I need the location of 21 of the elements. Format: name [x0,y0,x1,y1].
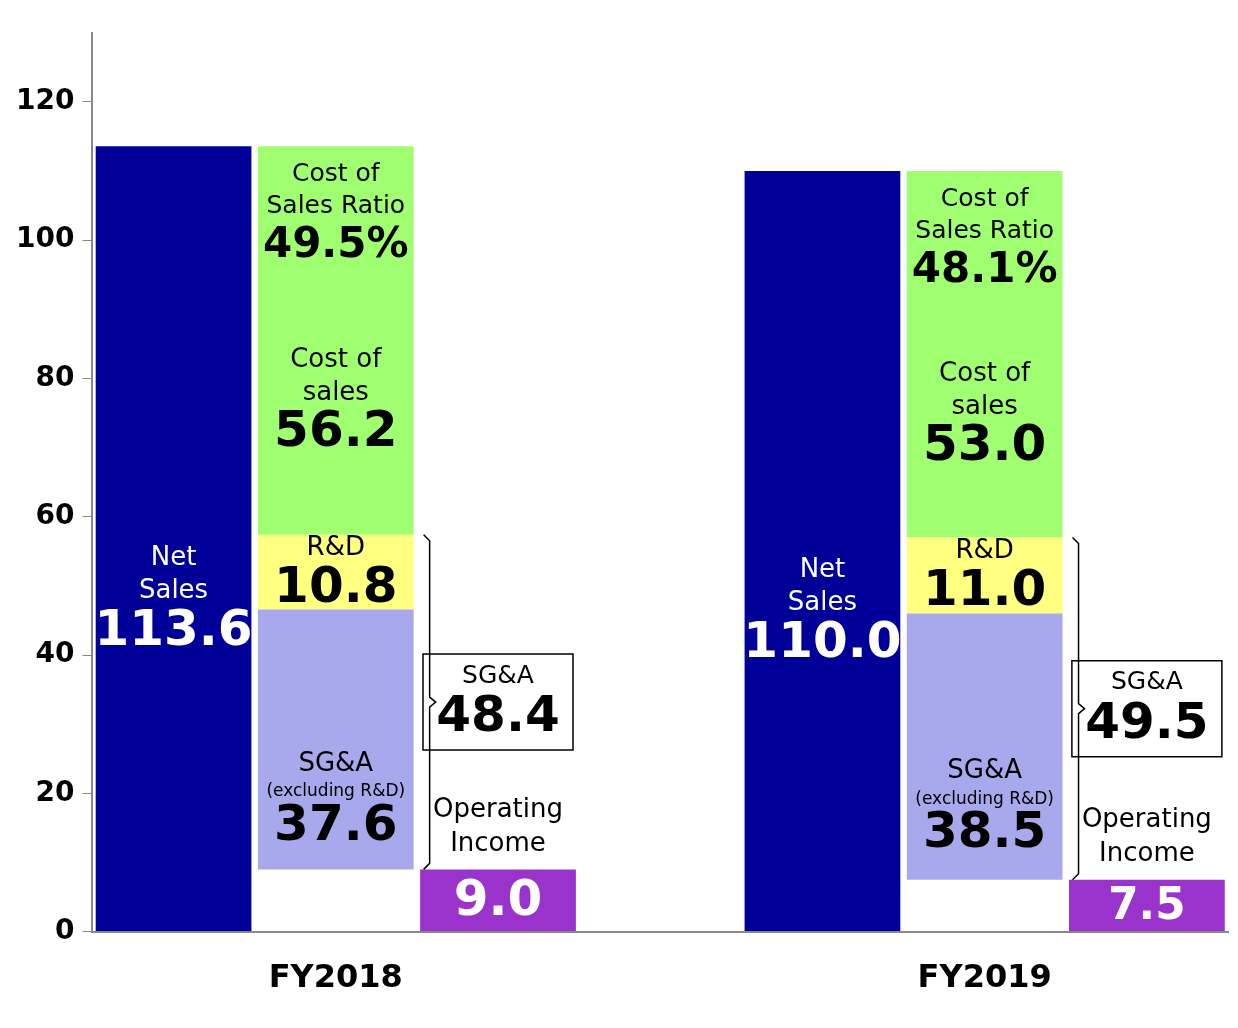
annotation: Cost of Sales Ratio 49.5% [262,157,409,268]
annotation: SG&A 49.5 [1085,666,1209,750]
bar [257,609,414,870]
y-tick-label: 80 [35,359,75,393]
y-tick-label: 60 [35,498,75,532]
annotation: Cost of Sales Ratio 48.1% [911,182,1058,292]
x-tick-label: FY2018 [268,957,403,996]
bar [906,613,1063,880]
y-tick-label: 100 [15,221,75,255]
data-label: 9.0 [453,869,543,928]
x-tick-label: FY2019 [917,957,1052,996]
y-tick-label: 120 [15,83,75,117]
annotation: SG&A 48.4 [436,659,560,744]
bar [95,146,252,932]
bar [744,171,901,932]
series-label: Operating Income [433,793,563,858]
y-tick-label: 20 [35,774,75,808]
text: Operating Income [1081,803,1212,868]
y-tick-label: 40 [35,636,75,670]
y-tick-label: 0 [54,912,75,946]
data-label: 7.5 [1108,877,1186,929]
